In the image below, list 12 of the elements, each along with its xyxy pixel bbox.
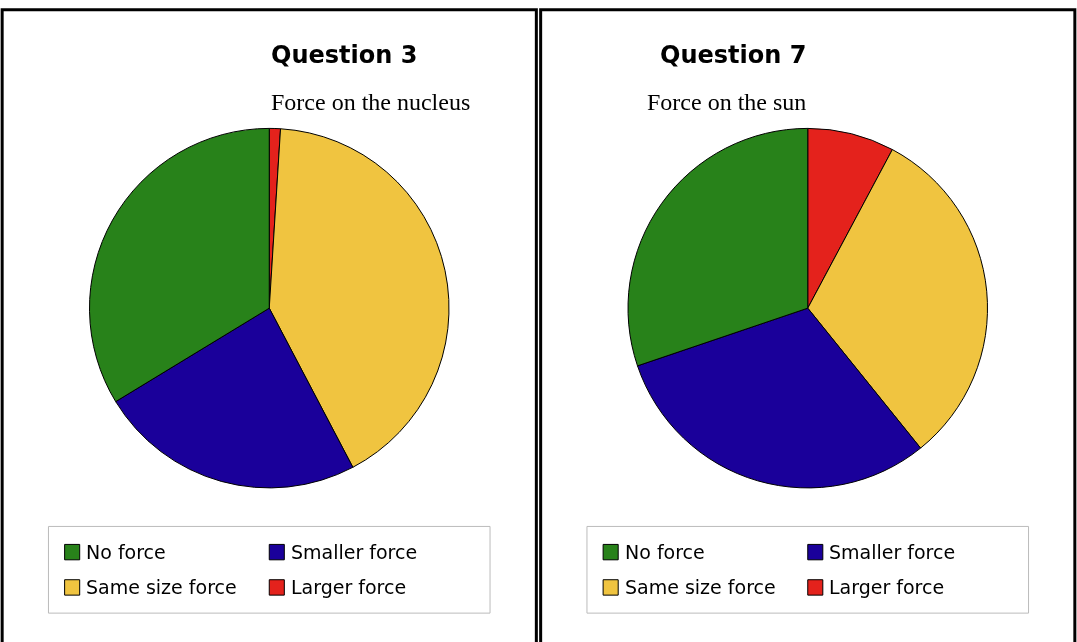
legend-label: Same size force bbox=[86, 576, 237, 598]
legend-label: Same size force bbox=[625, 576, 776, 598]
legend-label: No force bbox=[86, 541, 166, 563]
legend-label: Smaller force bbox=[829, 541, 956, 563]
legend-label: Smaller force bbox=[291, 541, 418, 563]
chart-title: Question 3 bbox=[271, 41, 418, 69]
chart-subtitle: Force on the sun bbox=[647, 89, 807, 115]
chart-subtitle: Force on the nucleus bbox=[271, 89, 471, 115]
legend-label: Larger force bbox=[829, 576, 945, 598]
legend-label: Larger force bbox=[291, 576, 407, 598]
chart-title: Question 7 bbox=[660, 41, 807, 69]
legend-label: No force bbox=[625, 541, 705, 563]
